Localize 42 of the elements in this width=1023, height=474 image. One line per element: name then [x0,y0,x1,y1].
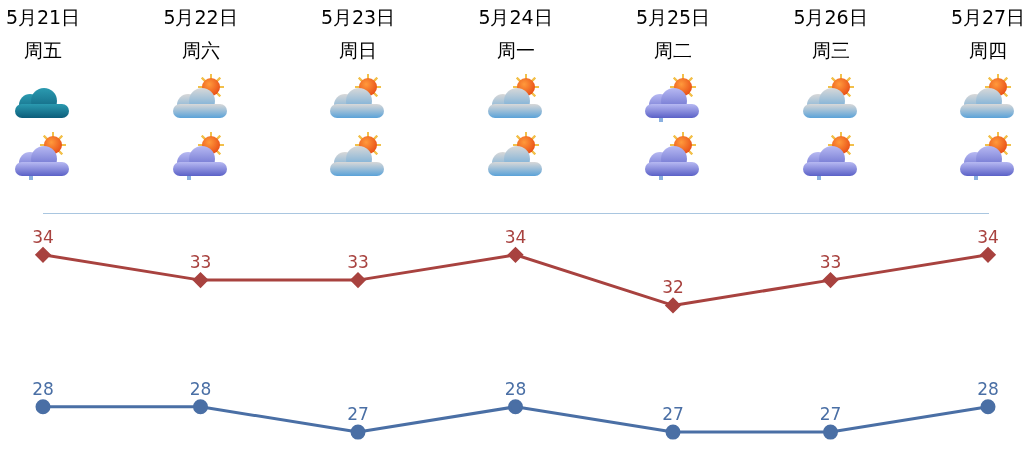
data-label: 27 [819,404,842,424]
x-tick-label: 5月23日 [320,5,396,28]
data-label: 27 [662,404,684,424]
text: 周日 [339,38,377,61]
point [193,399,208,415]
point [665,297,681,313]
x-tick-label: 5月22日 [163,5,238,28]
point [508,247,523,263]
point [665,424,681,440]
x-tick-label: 5月25日 [635,5,711,28]
data-label: 33 [819,252,842,273]
point [823,272,838,288]
data-label: 27 [347,404,369,424]
text: 周一 [496,38,535,61]
data-label: 32 [662,277,684,298]
point [350,272,366,288]
point [35,247,51,263]
point [823,424,838,440]
point [193,272,208,288]
text: 周六 [181,38,220,61]
point [35,399,51,415]
text: 周五 [24,38,62,61]
point [980,399,996,415]
text: 周四 [969,38,1007,61]
data-label: 28 [32,378,54,399]
data-label: 28 [504,378,527,399]
x-tick-label: 5月26日 [793,5,868,28]
data-label: 33 [189,252,212,273]
data-label: 34 [504,226,527,247]
point [350,424,366,440]
text: 周二 [654,38,692,61]
point [980,247,996,263]
point [508,399,523,415]
data-label: 33 [347,252,369,273]
data-label: 34 [32,226,54,247]
text: 周三 [811,38,850,61]
x-tick-label: 5月27日 [950,5,1023,28]
data-label: 28 [977,378,999,399]
data-label: 34 [977,226,999,247]
data-label: 28 [189,378,212,399]
x-tick-label: 5月24日 [478,5,553,28]
x-tick-label: 5月21日 [5,5,81,28]
